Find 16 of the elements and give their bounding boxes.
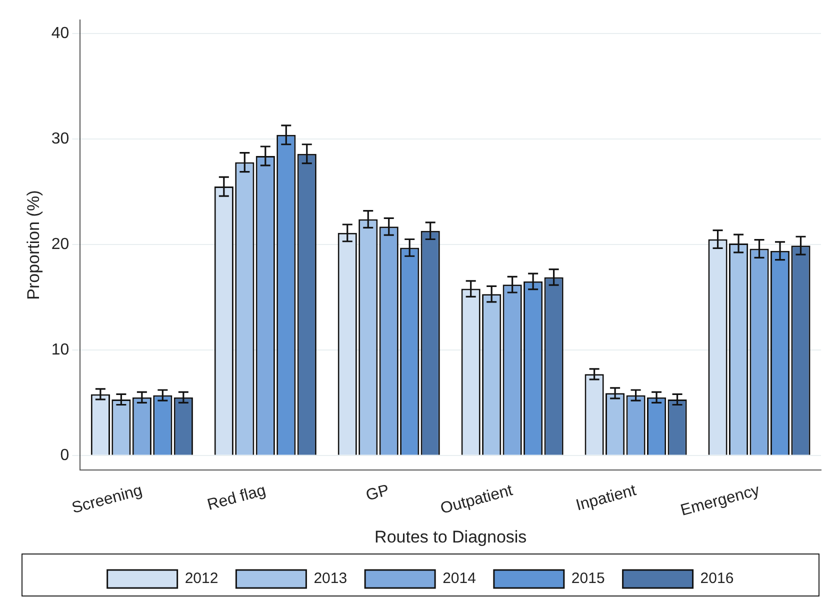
y-axis-title: Proportion (%)	[24, 190, 43, 300]
legend-label: 2016	[700, 570, 734, 588]
legend-label: 2015	[571, 570, 605, 588]
y-tick-label: 40	[51, 25, 70, 42]
x-tick-label: Inpatient	[574, 482, 639, 514]
y-tick-label: 20	[51, 236, 70, 253]
legend-label: 2013	[314, 570, 348, 588]
y-tick-label: 10	[51, 341, 70, 358]
x-tick-label: GP	[364, 482, 392, 504]
legend-label: 2012	[184, 570, 218, 588]
y-tick-label: 0	[60, 446, 70, 464]
x-tick-label: Screening	[70, 482, 144, 518]
y-tick-label: 30	[51, 130, 70, 148]
x-axis-title: Routes to Diagnosis	[374, 527, 527, 546]
x-tick-label: Red flag	[206, 482, 268, 514]
legend-label: 2014	[442, 570, 476, 588]
